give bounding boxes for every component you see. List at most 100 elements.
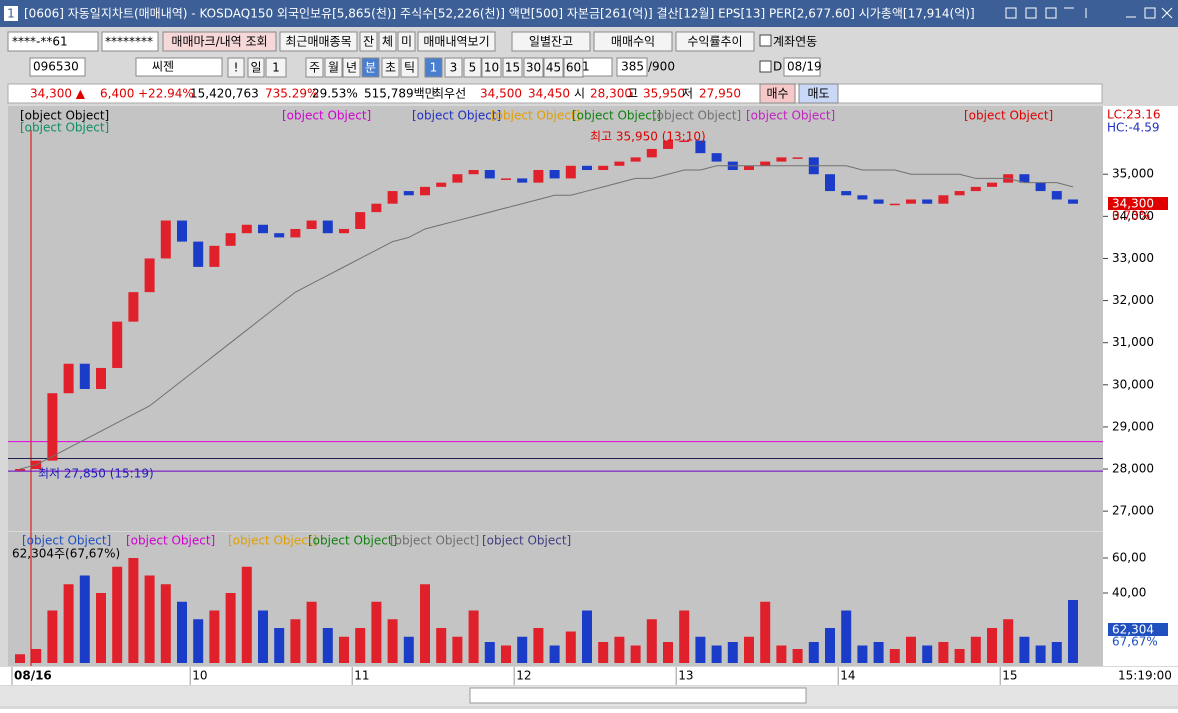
volume-bar	[808, 642, 819, 663]
candle	[322, 220, 333, 234]
password-field[interactable]	[101, 31, 159, 52]
button[interactable]	[227, 57, 245, 78]
button[interactable]	[444, 57, 463, 78]
button[interactable]	[511, 31, 591, 52]
button[interactable]	[342, 57, 361, 78]
range-field[interactable]	[616, 57, 648, 77]
volume-info: 62,304주(67,67%)	[12, 547, 120, 561]
button[interactable]	[324, 57, 343, 78]
current-price-box	[1108, 197, 1168, 210]
volume-bar	[209, 610, 220, 663]
candle	[258, 224, 268, 234]
y-tick-label: 34,000	[1112, 209, 1154, 223]
account-field[interactable]	[7, 31, 99, 52]
button[interactable]	[481, 57, 502, 78]
y-tick-label: 31,000	[1112, 335, 1154, 349]
quote-bid: 34,450	[528, 87, 570, 101]
volume-bar	[970, 636, 981, 663]
candle	[160, 220, 171, 259]
volume-bar	[922, 645, 933, 663]
button-label: 주	[309, 61, 320, 75]
button[interactable]	[397, 31, 416, 52]
button[interactable]	[675, 31, 755, 52]
button-label: 잔	[363, 35, 374, 49]
y-tick-label: 32,000	[1112, 293, 1154, 307]
volume-legend-item: [object Object]	[482, 534, 571, 548]
x-tick-label: 08/16	[14, 669, 52, 683]
button[interactable]	[417, 31, 496, 52]
candle	[760, 161, 771, 166]
volume-legend-item: [object Object]	[308, 534, 397, 548]
quote-price: 34,300 ▲	[30, 87, 86, 101]
volume-bar	[630, 645, 641, 663]
volume-bar	[225, 593, 236, 663]
button[interactable]	[361, 57, 380, 78]
scroll-thumb[interactable]	[469, 687, 807, 704]
volume-bar	[290, 619, 301, 663]
button[interactable]	[265, 57, 287, 78]
button[interactable]	[378, 31, 397, 52]
volume-bar	[31, 649, 42, 663]
stock-code: 096530	[33, 60, 79, 74]
button[interactable]	[759, 83, 796, 104]
candle	[841, 191, 852, 196]
candle	[209, 245, 220, 267]
candle	[922, 199, 933, 204]
volume-bar	[371, 601, 382, 663]
quote-ask: 34,500	[480, 87, 522, 101]
volume-bar	[306, 601, 317, 663]
button[interactable]	[523, 57, 544, 78]
candle	[776, 157, 787, 162]
volume-bar	[598, 642, 609, 663]
button[interactable]	[247, 57, 265, 78]
candle	[598, 165, 609, 171]
button[interactable]	[305, 57, 324, 78]
button[interactable]	[563, 57, 584, 78]
date-field[interactable]	[783, 57, 821, 77]
candle	[306, 220, 317, 229]
button-label: 일별잔고	[529, 35, 573, 49]
volume-bar	[501, 645, 511, 663]
legend-item: [object Object]	[746, 109, 835, 123]
candle	[501, 178, 511, 180]
button[interactable]	[424, 57, 443, 78]
candle	[873, 199, 884, 204]
volume-bar	[484, 642, 495, 663]
button[interactable]	[543, 57, 564, 78]
volume-bar	[987, 628, 997, 663]
title-bar	[0, 0, 1178, 27]
name-field[interactable]	[135, 57, 223, 77]
button-label: 틱	[404, 61, 415, 75]
window-number: 1	[7, 7, 15, 21]
button[interactable]	[359, 31, 378, 52]
button[interactable]	[162, 31, 277, 52]
volume-bar	[15, 654, 25, 663]
volume-current-box	[1108, 623, 1168, 636]
volume-bar	[533, 628, 544, 663]
checkbox[interactable]	[759, 34, 772, 47]
button[interactable]	[279, 31, 358, 52]
volume-bar	[193, 619, 204, 663]
volume-bar	[63, 584, 74, 663]
button[interactable]	[381, 57, 400, 78]
time-label: 15:19:00	[1118, 669, 1172, 683]
button[interactable]	[798, 83, 839, 104]
button[interactable]	[593, 31, 673, 52]
button-label: 1	[272, 61, 280, 75]
y-tick-label: 60,00	[1112, 551, 1146, 565]
button[interactable]	[463, 57, 482, 78]
volume-legend-item: [object Object]	[228, 534, 317, 548]
date: 08/19	[787, 60, 822, 74]
button-label: 월	[328, 61, 339, 75]
code-field[interactable]	[29, 57, 86, 77]
volume-bar	[889, 649, 900, 663]
d-checkbox[interactable]	[759, 60, 772, 73]
button[interactable]	[400, 57, 419, 78]
window-controls[interactable]	[1005, 7, 1173, 19]
high-annotation: 최고 35,950 (13:10)	[590, 130, 706, 144]
volume-bar	[825, 628, 835, 663]
button[interactable]	[502, 57, 523, 78]
volume-legend-item: [object Object]	[390, 534, 479, 548]
volume-bar	[663, 642, 673, 663]
